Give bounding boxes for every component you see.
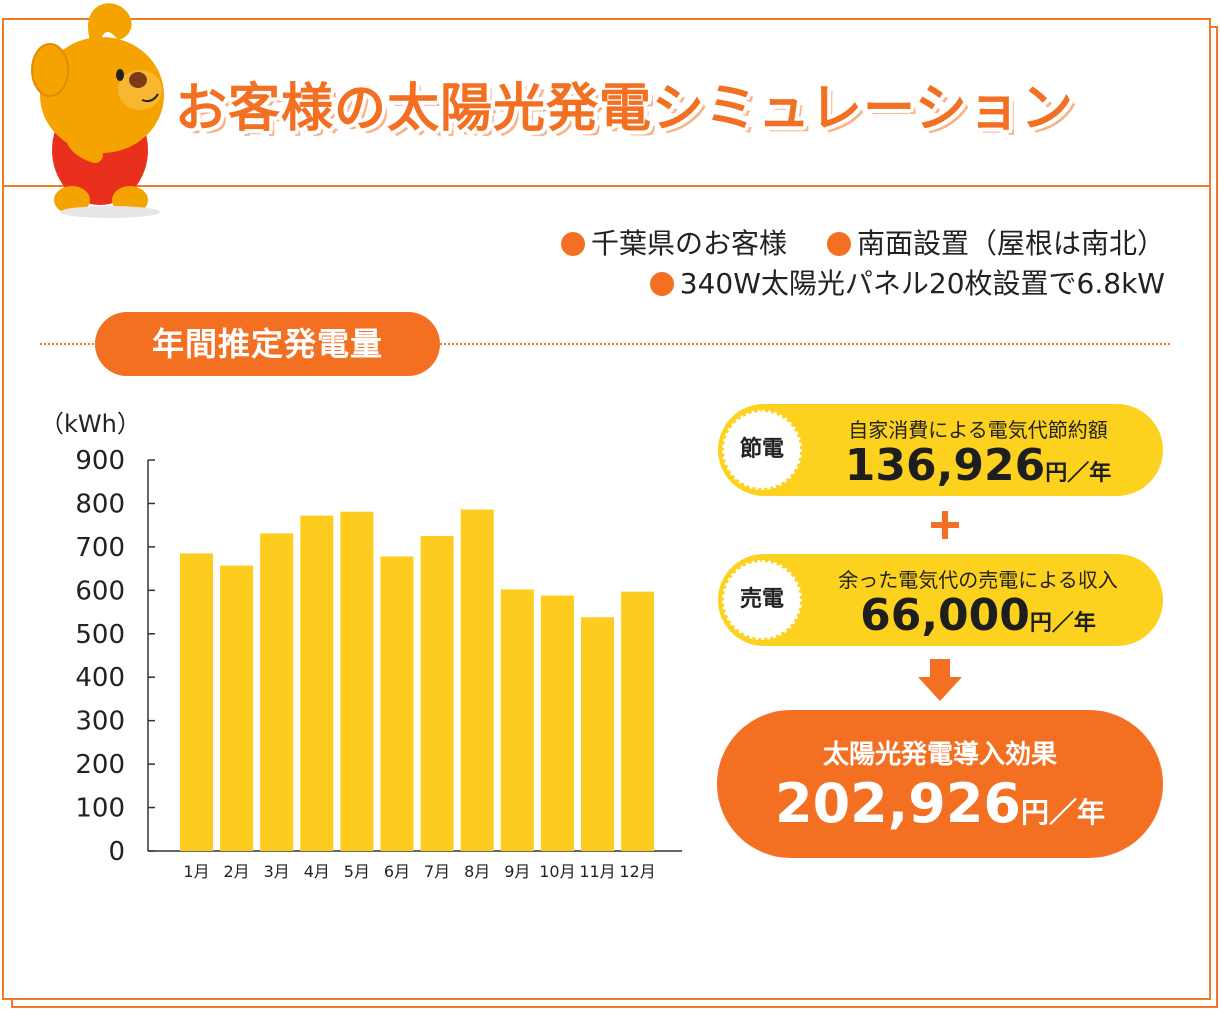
bar-4 bbox=[300, 515, 334, 851]
bar-2 bbox=[220, 565, 254, 851]
x-tick-label: 2月 bbox=[224, 862, 250, 881]
section-divider bbox=[40, 343, 1170, 345]
page-title: お客様の太陽光発電シミュレーション bbox=[175, 79, 1074, 139]
y-tick-label: 100 bbox=[75, 794, 125, 824]
y-tick-label: 0 bbox=[108, 837, 125, 867]
savings-label: 自家消費による電気代節約額 bbox=[848, 418, 1108, 442]
bar-7 bbox=[420, 536, 454, 851]
x-tick-label: 8月 bbox=[464, 862, 490, 881]
savings-badge: 節電 bbox=[722, 410, 802, 490]
info-orientation: 南面設置（屋根は南北） bbox=[856, 227, 1165, 260]
dog-mascot-icon bbox=[31, 3, 164, 218]
y-tick-label: 600 bbox=[75, 576, 125, 606]
bar-11 bbox=[581, 617, 614, 851]
info-row-system: 340W太陽光パネル20枚設置で6.8kW bbox=[649, 266, 1165, 302]
y-tick-label: 300 bbox=[75, 707, 125, 737]
y-tick-label: 500 bbox=[75, 620, 125, 650]
x-tick-label: 3月 bbox=[264, 862, 290, 881]
selling-amount: 66,000円／年 bbox=[808, 590, 1148, 641]
header-divider bbox=[2, 185, 1211, 187]
selling-unit: 円／年 bbox=[1029, 611, 1096, 636]
arrow-down-icon bbox=[918, 659, 962, 701]
bar-9 bbox=[500, 589, 534, 851]
x-tick-label: 10月 bbox=[539, 862, 575, 881]
y-tick-label: 400 bbox=[75, 663, 125, 693]
y-axis-label: （kWh） bbox=[40, 410, 141, 438]
info-system: 340W太陽光パネル20枚設置で6.8kW bbox=[679, 267, 1165, 300]
x-tick-label: 5月 bbox=[344, 862, 370, 881]
section-title: 年間推定発電量 bbox=[95, 312, 440, 376]
selling-card: 売電 余った電気代の売電による収入 66,000円／年 bbox=[718, 554, 1163, 646]
x-tick-label: 7月 bbox=[424, 862, 450, 881]
bar-5 bbox=[340, 511, 374, 851]
bar-6 bbox=[380, 556, 414, 851]
info-row-location: 千葉県のお客様 南面設置（屋根は南北） bbox=[560, 226, 1165, 262]
y-tick-label: 200 bbox=[75, 750, 125, 780]
y-tick-label: 900 bbox=[75, 446, 125, 476]
savings-value: 136,926 bbox=[844, 440, 1046, 491]
bullet-dot-icon bbox=[826, 232, 851, 256]
result-unit: 円／年 bbox=[1020, 796, 1105, 829]
savings-unit: 円／年 bbox=[1045, 461, 1112, 486]
result-label: 太陽光発電導入効果 bbox=[822, 740, 1057, 770]
x-tick-label: 11月 bbox=[579, 862, 615, 881]
savings-amount: 136,926円／年 bbox=[808, 440, 1148, 491]
bullet-dot-icon bbox=[560, 232, 585, 256]
bar-3 bbox=[260, 533, 294, 851]
selling-badge: 売電 bbox=[722, 560, 802, 640]
selling-label: 余った電気代の売電による収入 bbox=[838, 568, 1118, 592]
bar-12 bbox=[621, 591, 655, 851]
result-amount: 202,926円／年 bbox=[717, 772, 1163, 835]
y-tick-label: 800 bbox=[75, 489, 125, 519]
x-tick-label: 6月 bbox=[384, 862, 410, 881]
info-location: 千葉県のお客様 bbox=[590, 227, 787, 260]
y-tick-label: 700 bbox=[75, 533, 125, 563]
x-tick-label: 1月 bbox=[183, 862, 209, 881]
annual-generation-chart: （kWh） 900 800 700 600 500 400 300 200 100 0 1月 2月 3月 4… bbox=[40, 410, 682, 881]
result-card: 太陽光発電導入効果 202,926円／年 bbox=[717, 710, 1163, 858]
bar-8 bbox=[460, 509, 494, 851]
plus-icon bbox=[931, 511, 959, 539]
selling-value: 66,000 bbox=[860, 590, 1030, 641]
bar-10 bbox=[540, 595, 574, 851]
bullet-dot-icon bbox=[649, 272, 674, 296]
x-tick-label: 4月 bbox=[304, 862, 330, 881]
result-value: 202,926 bbox=[775, 772, 1021, 835]
savings-card: 節電 自家消費による電気代節約額 136,926円／年 bbox=[718, 404, 1163, 496]
x-tick-label: 12月 bbox=[619, 862, 655, 881]
bar-1 bbox=[180, 553, 213, 851]
x-tick-label: 9月 bbox=[504, 862, 530, 881]
